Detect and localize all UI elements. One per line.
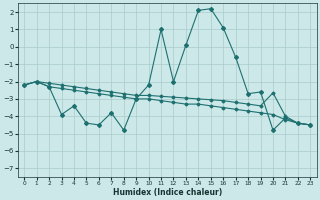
X-axis label: Humidex (Indice chaleur): Humidex (Indice chaleur): [113, 188, 222, 197]
